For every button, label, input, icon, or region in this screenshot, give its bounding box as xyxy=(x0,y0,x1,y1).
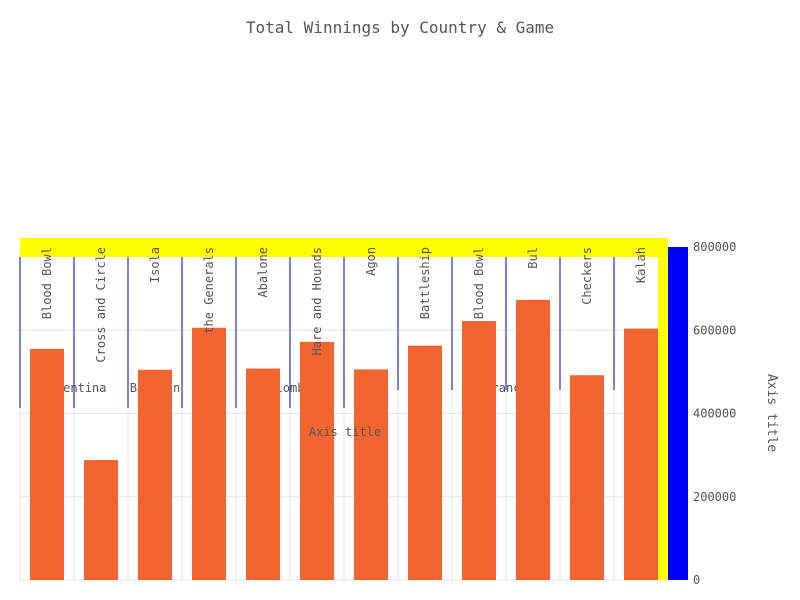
y-axis-title: Axis title xyxy=(764,374,779,452)
category-label: Bul xyxy=(526,247,540,269)
group-labels: ArgentinaBahrainColombiaFrance xyxy=(41,381,527,395)
category-label: Blood Bowl xyxy=(472,247,486,319)
category-band xyxy=(20,238,668,257)
group-dividers xyxy=(19,257,615,408)
y-tick-label: 0 xyxy=(693,573,700,587)
category-label: Checkers xyxy=(580,247,594,305)
axis-yellow-strip xyxy=(658,238,668,580)
bar xyxy=(570,375,604,580)
bar xyxy=(462,321,496,580)
bars xyxy=(30,299,658,580)
category-label: Cross and Circle xyxy=(94,247,108,363)
category-label: Hare and Hounds xyxy=(310,247,324,355)
bar xyxy=(624,328,658,580)
y-tick-label: 200000 xyxy=(693,490,736,504)
category-label: Agon xyxy=(364,247,378,276)
bar xyxy=(408,345,442,580)
bar xyxy=(30,348,64,580)
category-label: Kalah xyxy=(634,247,648,283)
category-label: Isola xyxy=(148,247,162,283)
x-axis-title: Axis title xyxy=(309,425,381,439)
y-tick-label: 600000 xyxy=(693,323,736,337)
y-tick-label: 800000 xyxy=(693,240,736,254)
y-tick-labels: 0 200000 400000 600000 800000 xyxy=(693,240,736,587)
category-label: Blood Bowl xyxy=(40,247,54,319)
bar xyxy=(192,327,226,580)
chart-title: Total Winnings by Country & Game xyxy=(246,18,554,37)
y-axis-bar xyxy=(668,247,688,580)
category-label: Abalone xyxy=(256,247,270,298)
bar xyxy=(246,368,280,580)
category-labels: Blood Bowl Cross and Circle Isola the Gener… xyxy=(40,247,648,363)
category-label: the Generals xyxy=(202,247,216,334)
bar xyxy=(516,299,550,580)
bar xyxy=(300,341,334,580)
bar xyxy=(84,460,118,580)
bar xyxy=(354,369,388,580)
bar xyxy=(138,369,172,580)
y-tick-label: 400000 xyxy=(693,407,736,421)
category-label: Battleship xyxy=(418,247,432,319)
